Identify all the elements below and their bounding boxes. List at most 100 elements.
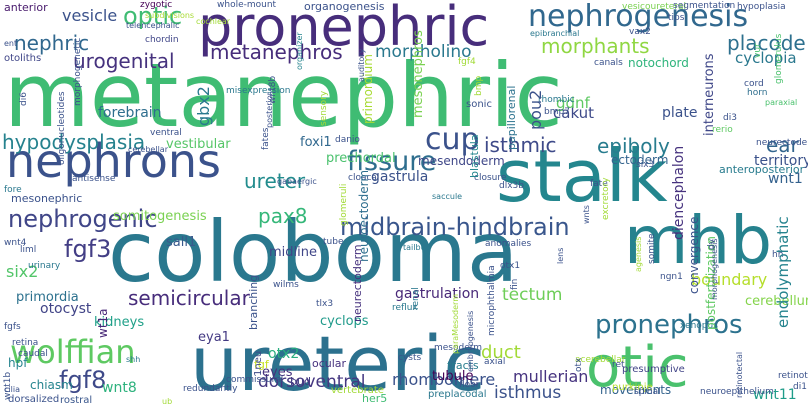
word: cyclops: [320, 314, 369, 329]
word: pou2: [526, 89, 545, 130]
word: wnt11: [753, 387, 797, 403]
word: territory: [754, 153, 808, 169]
word: renal: [411, 287, 421, 310]
word: six3: [636, 160, 655, 170]
word: glomeruli: [339, 183, 349, 226]
word: chordin: [145, 35, 179, 45]
word: ocular: [312, 357, 347, 370]
word: somitogenesis: [113, 209, 207, 224]
word: fgf4: [458, 57, 476, 67]
word: horn: [747, 88, 768, 98]
word: neurectoderm: [756, 138, 808, 148]
word: fin: [510, 278, 520, 290]
word: ent: [4, 39, 18, 48]
word: commissural: [226, 375, 284, 385]
word: otoliths: [4, 53, 42, 64]
word: zygotic: [140, 0, 173, 10]
word: danio: [335, 135, 360, 145]
word: endolymphatic: [774, 216, 792, 328]
word: caudal: [18, 349, 48, 359]
word: isthmus: [494, 383, 562, 403]
word: ear: [766, 133, 799, 157]
word: her5: [362, 392, 388, 404]
word: morphants: [541, 34, 650, 58]
word: foxi1: [300, 135, 332, 150]
word: cerebellum: [745, 294, 808, 309]
word: primordia: [16, 290, 79, 305]
word: dv: [707, 238, 717, 250]
word: vesicoureteral: [622, 2, 687, 12]
word: fgf: [254, 358, 269, 371]
word: pronephros: [595, 310, 743, 340]
word: otocyst: [40, 301, 92, 317]
word: preplacodal: [428, 389, 487, 400]
word: fgf3: [64, 235, 112, 263]
word: ub: [162, 397, 173, 404]
word: sensory: [319, 90, 329, 126]
word: nephric: [14, 31, 90, 55]
word: wilms: [273, 280, 299, 290]
word: rhombic: [538, 95, 575, 105]
word: stalk: [496, 134, 668, 218]
word: diencephalon: [671, 145, 687, 240]
word: convergence: [687, 216, 701, 294]
word: lens: [556, 247, 565, 264]
word: epibranchial: [530, 29, 580, 38]
word: ret: [612, 360, 625, 370]
word: notochord: [628, 56, 689, 70]
word: tube: [323, 237, 344, 247]
word: interneurons: [702, 53, 717, 136]
word: embryogenesis: [466, 310, 475, 372]
word: glomerulus: [774, 33, 784, 84]
word: organogenesis: [304, 0, 385, 13]
word: tlx3: [316, 299, 334, 309]
word: tectum: [502, 285, 563, 305]
word: otx: [574, 357, 584, 372]
word: acerebellar: [575, 355, 626, 365]
word: placode: [727, 31, 806, 55]
word: semicircular: [128, 286, 250, 310]
word: fates: [261, 127, 271, 150]
word: bmp: [474, 75, 484, 96]
word: whole-mount: [217, 0, 277, 10]
word: hypoplasia: [737, 2, 786, 12]
word: fore: [4, 185, 22, 195]
word: tips: [668, 13, 685, 23]
word: ngn1: [660, 272, 683, 282]
word: epiboly: [597, 134, 670, 158]
word: microphthalmia: [487, 265, 497, 336]
word: di6: [19, 92, 29, 106]
word: excretory: [601, 177, 611, 220]
word: rerio: [712, 125, 733, 135]
word: redundantly: [183, 384, 238, 394]
word: bud: [290, 375, 311, 388]
word: retinotectal: [778, 371, 808, 381]
word: fissure: [347, 146, 437, 177]
word: closure: [474, 173, 507, 183]
word: purkinje: [612, 382, 653, 393]
word: anterior: [4, 1, 48, 14]
word: somite: [647, 233, 657, 264]
word: forebrain: [98, 105, 162, 121]
word: wnt8: [102, 380, 137, 396]
word: cochlear: [196, 17, 231, 26]
word: posterior: [265, 92, 274, 128]
word: sonic: [466, 99, 492, 110]
word: subdivisions: [145, 11, 195, 20]
word: di3: [723, 113, 737, 123]
word: branching: [247, 274, 260, 330]
word: chiasm: [30, 378, 73, 392]
word: hh: [772, 250, 784, 260]
word: hypodysplasia: [2, 130, 146, 154]
word: urogenital: [73, 49, 175, 73]
word: mullerian: [513, 367, 589, 386]
word: cloaca: [348, 173, 377, 183]
word: axial: [484, 357, 506, 367]
word: cysts: [398, 353, 422, 363]
word: retina: [12, 338, 39, 348]
word: duct: [481, 342, 521, 363]
word: organizer: [295, 32, 304, 70]
word: dorsalized: [8, 394, 60, 404]
word: plate: [662, 105, 698, 121]
